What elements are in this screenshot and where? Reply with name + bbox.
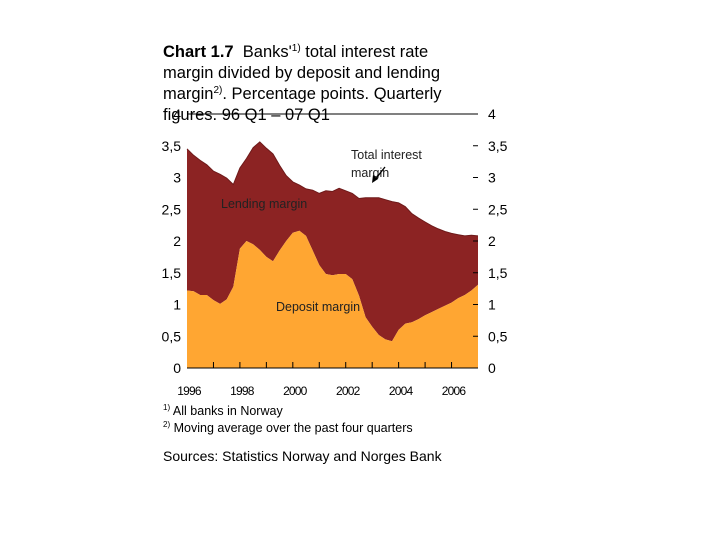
x-tick-label: 2006 xyxy=(442,384,467,398)
title-text-b: total interest rate margin divided by de… xyxy=(163,43,441,103)
title-footnote-ref-1: 1) xyxy=(291,43,301,54)
footnote-1: 1) All banks in Norway xyxy=(163,403,283,419)
sources-note: Sources: Statistics Norway and Norges Ba… xyxy=(163,448,442,464)
y-tick-label-left: 0,5 xyxy=(162,328,182,344)
footnote-2-text: Moving average over the past four quarte… xyxy=(173,421,413,435)
y-tick-label-left: 1 xyxy=(173,297,181,313)
y-tick-label-right: 2 xyxy=(488,233,496,249)
y-tick-label-right: 3,5 xyxy=(488,138,508,154)
x-tick-label: 2000 xyxy=(283,384,308,398)
y-tick-label-left: 4 xyxy=(173,106,181,122)
title-text-c: . Percentage points. Quarterly figures. … xyxy=(163,85,442,124)
total-margin-line xyxy=(186,141,479,237)
y-tick-label-right: 0 xyxy=(488,360,496,376)
y-tick-label-right: 1 xyxy=(488,297,496,313)
y-tick-label-right: 1,5 xyxy=(488,265,508,281)
footnote-2-mark: 2) xyxy=(163,420,171,429)
annotation-layer: Total interest margin Lending margin Deposi… xyxy=(221,148,422,314)
y-tick-label-right: 4 xyxy=(488,106,496,122)
deposit-margin-area xyxy=(187,230,478,368)
area-layer xyxy=(186,141,479,368)
x-tick-label: 2004 xyxy=(389,384,414,398)
y-tick-label-left: 3 xyxy=(173,170,181,186)
annotation-total-line1: Total interest xyxy=(351,148,422,162)
chart-title: Chart 1.7 Banks'1) total interest rate m… xyxy=(163,42,478,126)
tick-label-layer: 0 0 0,5 0,5 1 1 1,5 1,5 2 2 2,5 2,5 3 3 3,5 3,5 4 4 1996 19… xyxy=(162,106,508,398)
axis-layer xyxy=(187,113,478,369)
footnote-2: 2) Moving average over the past four qua… xyxy=(163,420,413,436)
y-tick-label-left: 2,5 xyxy=(162,201,182,217)
y-tick-label-right: 2,5 xyxy=(488,201,508,217)
annotation-arrowhead xyxy=(372,175,378,183)
x-tick-label: 1996 xyxy=(177,384,202,398)
x-tick-label: 1998 xyxy=(230,384,255,398)
annotation-total-line2: margin xyxy=(351,166,389,180)
annotation-lending: Lending margin xyxy=(221,197,307,211)
y-tick-label-left: 2 xyxy=(173,233,181,249)
footnote-1-text: All banks in Norway xyxy=(172,404,283,418)
chart-number: Chart 1.7 xyxy=(163,43,234,61)
title-footnote-ref-2: 2) xyxy=(213,85,223,96)
y-tick-label-right: 0,5 xyxy=(488,328,508,344)
x-tick-label: 2002 xyxy=(336,384,361,398)
footnote-1-mark: 1) xyxy=(163,403,171,412)
y-tick-label-left: 3,5 xyxy=(162,138,182,154)
lending-margin-area xyxy=(187,141,478,342)
y-tick-label-left: 0 xyxy=(173,360,181,376)
y-tick-label-left: 1,5 xyxy=(162,265,182,281)
annotation-deposit: Deposit margin xyxy=(276,300,360,314)
y-tick-label-right: 3 xyxy=(488,170,496,186)
title-text-a: Banks' xyxy=(242,43,292,61)
